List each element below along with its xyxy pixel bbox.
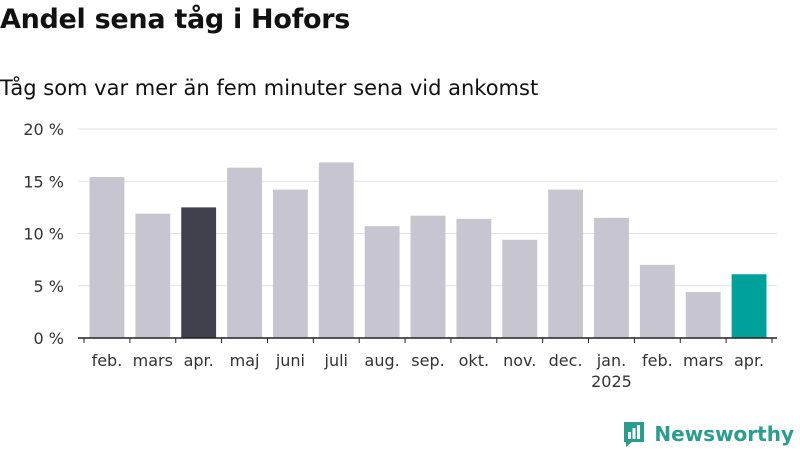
x-year-label: 2025	[591, 372, 632, 391]
x-tick-label: maj	[230, 351, 260, 370]
x-tick-label: mars	[683, 351, 723, 370]
brand-name: Newsworthy	[654, 422, 794, 446]
bar	[639, 264, 675, 338]
x-tick-label: dec.	[549, 351, 583, 370]
bar	[731, 274, 767, 338]
bar	[685, 292, 721, 338]
x-tick-label: juli	[324, 351, 348, 370]
bar	[548, 189, 584, 338]
x-axis	[78, 337, 777, 343]
chart-subtitle: Tåg som var mer än fem minuter sena vid …	[0, 76, 539, 100]
chart-title: Andel sena tåg i Hofors	[0, 4, 351, 35]
x-tick-label: apr.	[734, 351, 764, 370]
bar	[410, 215, 446, 338]
x-tick-label: feb.	[642, 351, 673, 370]
newsworthy-logo-icon	[624, 422, 645, 447]
y-tick-label: 0 %	[34, 329, 64, 348]
bar	[502, 239, 538, 338]
y-tick-label: 20 %	[23, 120, 64, 139]
bar	[318, 162, 354, 338]
x-tick-label: apr.	[184, 351, 214, 370]
x-tick-label: feb.	[92, 351, 123, 370]
bar	[181, 207, 217, 338]
y-axis-ticks: 0 % 5 % 10 % 15 % 20 %	[23, 120, 64, 348]
y-tick-label: 10 %	[23, 225, 64, 244]
x-tick-label: nov.	[503, 351, 536, 370]
x-tick-label: okt.	[459, 351, 489, 370]
bar	[135, 213, 171, 338]
bar	[456, 218, 492, 338]
bar	[272, 189, 308, 338]
x-tick-label: juni	[275, 351, 305, 370]
x-axis-ticks: feb. mars apr. maj juni juli aug. sep. okt. nov. d…	[92, 351, 765, 391]
bars	[89, 162, 767, 338]
bar	[89, 177, 125, 338]
y-tick-label: 5 %	[34, 277, 64, 296]
y-tick-label: 15 %	[23, 172, 64, 191]
bar	[227, 167, 262, 338]
bar	[364, 226, 400, 338]
x-tick-label: sep.	[411, 351, 444, 370]
x-tick-label: jan.	[596, 351, 626, 370]
newsworthy-logo: Newsworthy	[622, 420, 794, 448]
x-tick-label: mars	[133, 351, 173, 370]
bar	[594, 217, 629, 338]
x-tick-label: aug.	[365, 351, 400, 370]
